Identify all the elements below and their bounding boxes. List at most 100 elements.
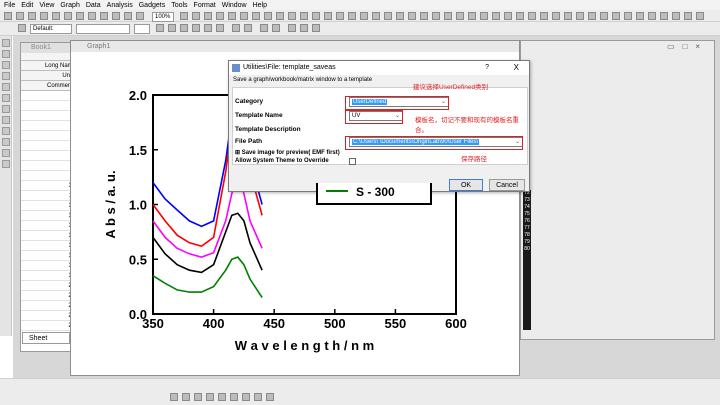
copy-icon[interactable] (136, 12, 144, 20)
import-icon[interactable] (88, 12, 96, 20)
tool-icon[interactable] (660, 12, 668, 20)
status-tool-icon[interactable] (266, 393, 274, 401)
tool-icon[interactable] (276, 12, 284, 20)
line-style-icon[interactable] (260, 24, 268, 32)
tool-icon[interactable] (588, 12, 596, 20)
subscript-icon[interactable] (204, 24, 212, 32)
status-tool-icon[interactable] (206, 393, 214, 401)
zoom-icon[interactable] (2, 50, 10, 58)
tool-icon[interactable] (324, 12, 332, 20)
menu-item-graph[interactable]: Graph (60, 1, 80, 9)
tool-icon[interactable] (480, 12, 488, 20)
tool-icon[interactable] (288, 12, 296, 20)
tool-icon[interactable] (624, 12, 632, 20)
line-width-icon[interactable] (272, 24, 280, 32)
status-tool-icon[interactable] (194, 393, 202, 401)
tool-icon[interactable] (264, 12, 272, 20)
align-icon[interactable] (288, 24, 296, 32)
tool-icon[interactable] (312, 12, 320, 20)
cancel-button[interactable]: Cancel (489, 179, 525, 191)
tool-icon[interactable] (672, 12, 680, 20)
region-icon[interactable] (2, 138, 10, 146)
tool-icon[interactable] (552, 12, 560, 20)
tool-icon[interactable] (528, 12, 536, 20)
print-icon[interactable] (112, 12, 120, 20)
superscript-icon[interactable] (192, 24, 200, 32)
window-controls[interactable]: ▭□× (666, 42, 708, 51)
close-button[interactable]: X (513, 63, 519, 72)
status-tool-icon[interactable] (254, 393, 262, 401)
mask-icon[interactable] (2, 149, 10, 157)
tool-icon[interactable] (180, 12, 188, 20)
tool-icon[interactable] (468, 12, 476, 20)
underline-icon[interactable] (180, 24, 188, 32)
tool-icon[interactable] (408, 12, 416, 20)
menu-item-analysis[interactable]: Analysis (106, 1, 133, 9)
pointer-icon[interactable] (2, 39, 10, 47)
font-size-combo[interactable] (134, 24, 150, 34)
tool-icon[interactable] (456, 12, 464, 20)
tool-icon[interactable] (648, 12, 656, 20)
arrow-icon[interactable] (2, 105, 10, 113)
tool-icon[interactable] (696, 12, 704, 20)
data-reader-icon[interactable] (2, 72, 10, 80)
tool-icon[interactable] (300, 12, 308, 20)
tool-icon[interactable] (204, 12, 212, 20)
help-button[interactable]: ? (485, 64, 489, 71)
align-icon[interactable] (300, 24, 308, 32)
tool-icon[interactable] (384, 12, 392, 20)
menu-item-format[interactable]: Format (193, 1, 216, 9)
tool-icon[interactable] (504, 12, 512, 20)
tool-icon[interactable] (420, 12, 428, 20)
notes-icon[interactable] (76, 12, 84, 20)
scale-icon[interactable] (2, 61, 10, 69)
zoom-combo[interactable]: 100% (152, 12, 174, 22)
tool-icon[interactable] (612, 12, 620, 20)
open-icon[interactable] (16, 12, 24, 20)
menu-item-edit[interactable]: Edit (21, 1, 34, 9)
save-icon[interactable] (28, 12, 36, 20)
menu-item-window[interactable]: Window (221, 1, 247, 9)
status-tool-icon[interactable] (230, 393, 238, 401)
ok-button[interactable]: OK (449, 179, 483, 191)
tool-icon[interactable] (252, 12, 260, 20)
tool-icon[interactable] (360, 12, 368, 20)
sheet-tab[interactable]: Sheet (22, 332, 70, 344)
tool-icon[interactable] (396, 12, 404, 20)
draw-data-icon[interactable] (2, 83, 10, 91)
fill-color-icon[interactable] (244, 24, 252, 32)
line-icon[interactable] (2, 116, 10, 124)
status-tool-icon[interactable] (242, 393, 250, 401)
greek-icon[interactable] (216, 24, 224, 32)
tool-icon[interactable] (336, 12, 344, 20)
status-tool-icon[interactable] (182, 393, 190, 401)
bold-icon[interactable] (156, 24, 164, 32)
graph-icon[interactable] (52, 12, 60, 20)
tool-icon[interactable] (240, 12, 248, 20)
background-window[interactable]: ▭□× (520, 40, 715, 340)
tool-icon[interactable] (684, 12, 692, 20)
tool-icon[interactable] (492, 12, 500, 20)
menu-item-view[interactable]: View (39, 1, 55, 9)
tool-icon[interactable] (636, 12, 644, 20)
text-icon[interactable] (2, 94, 10, 102)
rectangle-icon[interactable] (2, 127, 10, 135)
tool-icon[interactable] (576, 12, 584, 20)
menu-item-gadgets[interactable]: Gadgets (138, 1, 166, 9)
matrix-icon[interactable] (64, 12, 72, 20)
tool-icon[interactable] (216, 12, 224, 20)
new-project-icon[interactable] (4, 12, 12, 20)
tool-icon[interactable] (516, 12, 524, 20)
menu-item-data[interactable]: Data (85, 1, 101, 9)
tool-icon[interactable] (228, 12, 236, 20)
align-icon[interactable] (312, 24, 320, 32)
tool-icon[interactable] (444, 12, 452, 20)
font-color-icon[interactable] (232, 24, 240, 32)
tool-icon[interactable] (348, 12, 356, 20)
menu-item-help[interactable]: Help (252, 1, 268, 9)
menu-item-tools[interactable]: Tools (171, 1, 188, 9)
tool-icon[interactable] (432, 12, 440, 20)
tool-icon[interactable] (564, 12, 572, 20)
tool-icon[interactable] (600, 12, 608, 20)
allow-theme-checkbox[interactable] (349, 158, 356, 165)
